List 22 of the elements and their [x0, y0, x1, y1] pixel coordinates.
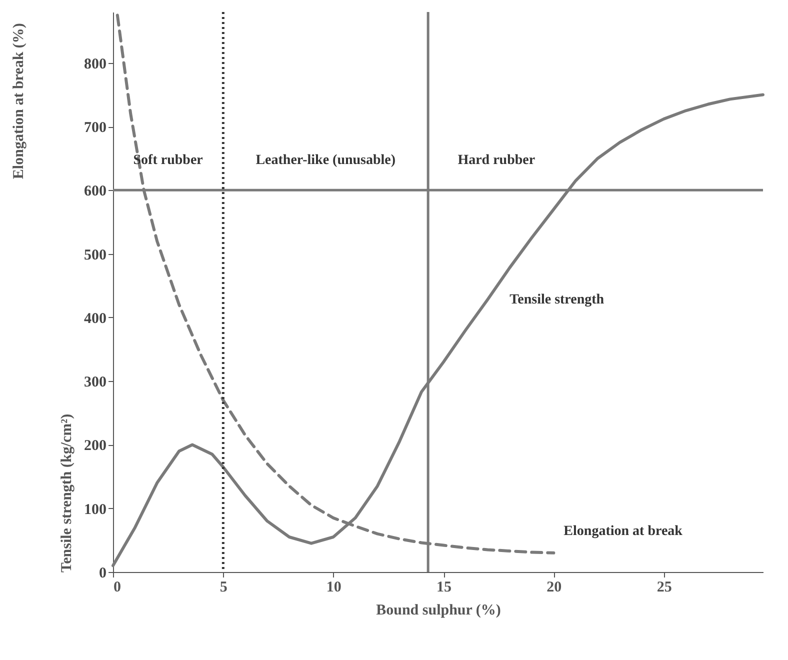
y-tick-label: 700 — [84, 120, 106, 136]
series-label: Elongation at break — [564, 524, 683, 539]
x-tick-label: 0 — [114, 580, 121, 596]
y-tick-label: 800 — [84, 56, 106, 72]
y-tick-label: 200 — [84, 438, 106, 454]
x-axis-title: Bound sulphur (%) — [376, 602, 501, 618]
y-tick-label: 400 — [84, 310, 106, 327]
y-tick-label: 0 — [99, 566, 106, 582]
y-tick-label: 500 — [84, 247, 106, 264]
x-tick-label: 25 — [656, 580, 672, 596]
x-tick-label: 15 — [436, 580, 452, 596]
y-tick-label: 300 — [84, 374, 106, 391]
x-tick-label: 10 — [326, 580, 342, 596]
x-tick-label: 20 — [546, 580, 562, 596]
y2-axis-title: Elongation at break (%) — [11, 23, 27, 180]
annotation: Hard rubber — [458, 153, 536, 168]
annotation: Leather-like (unusable) — [256, 153, 396, 168]
x-tick-label: 5 — [220, 580, 228, 596]
y-axis-title: Tensile strength (kg/cm²) — [59, 414, 75, 572]
y-tick-label: 600 — [84, 184, 106, 200]
y-tick-label: 100 — [84, 502, 106, 518]
series-label: Tensile strength — [510, 292, 604, 308]
